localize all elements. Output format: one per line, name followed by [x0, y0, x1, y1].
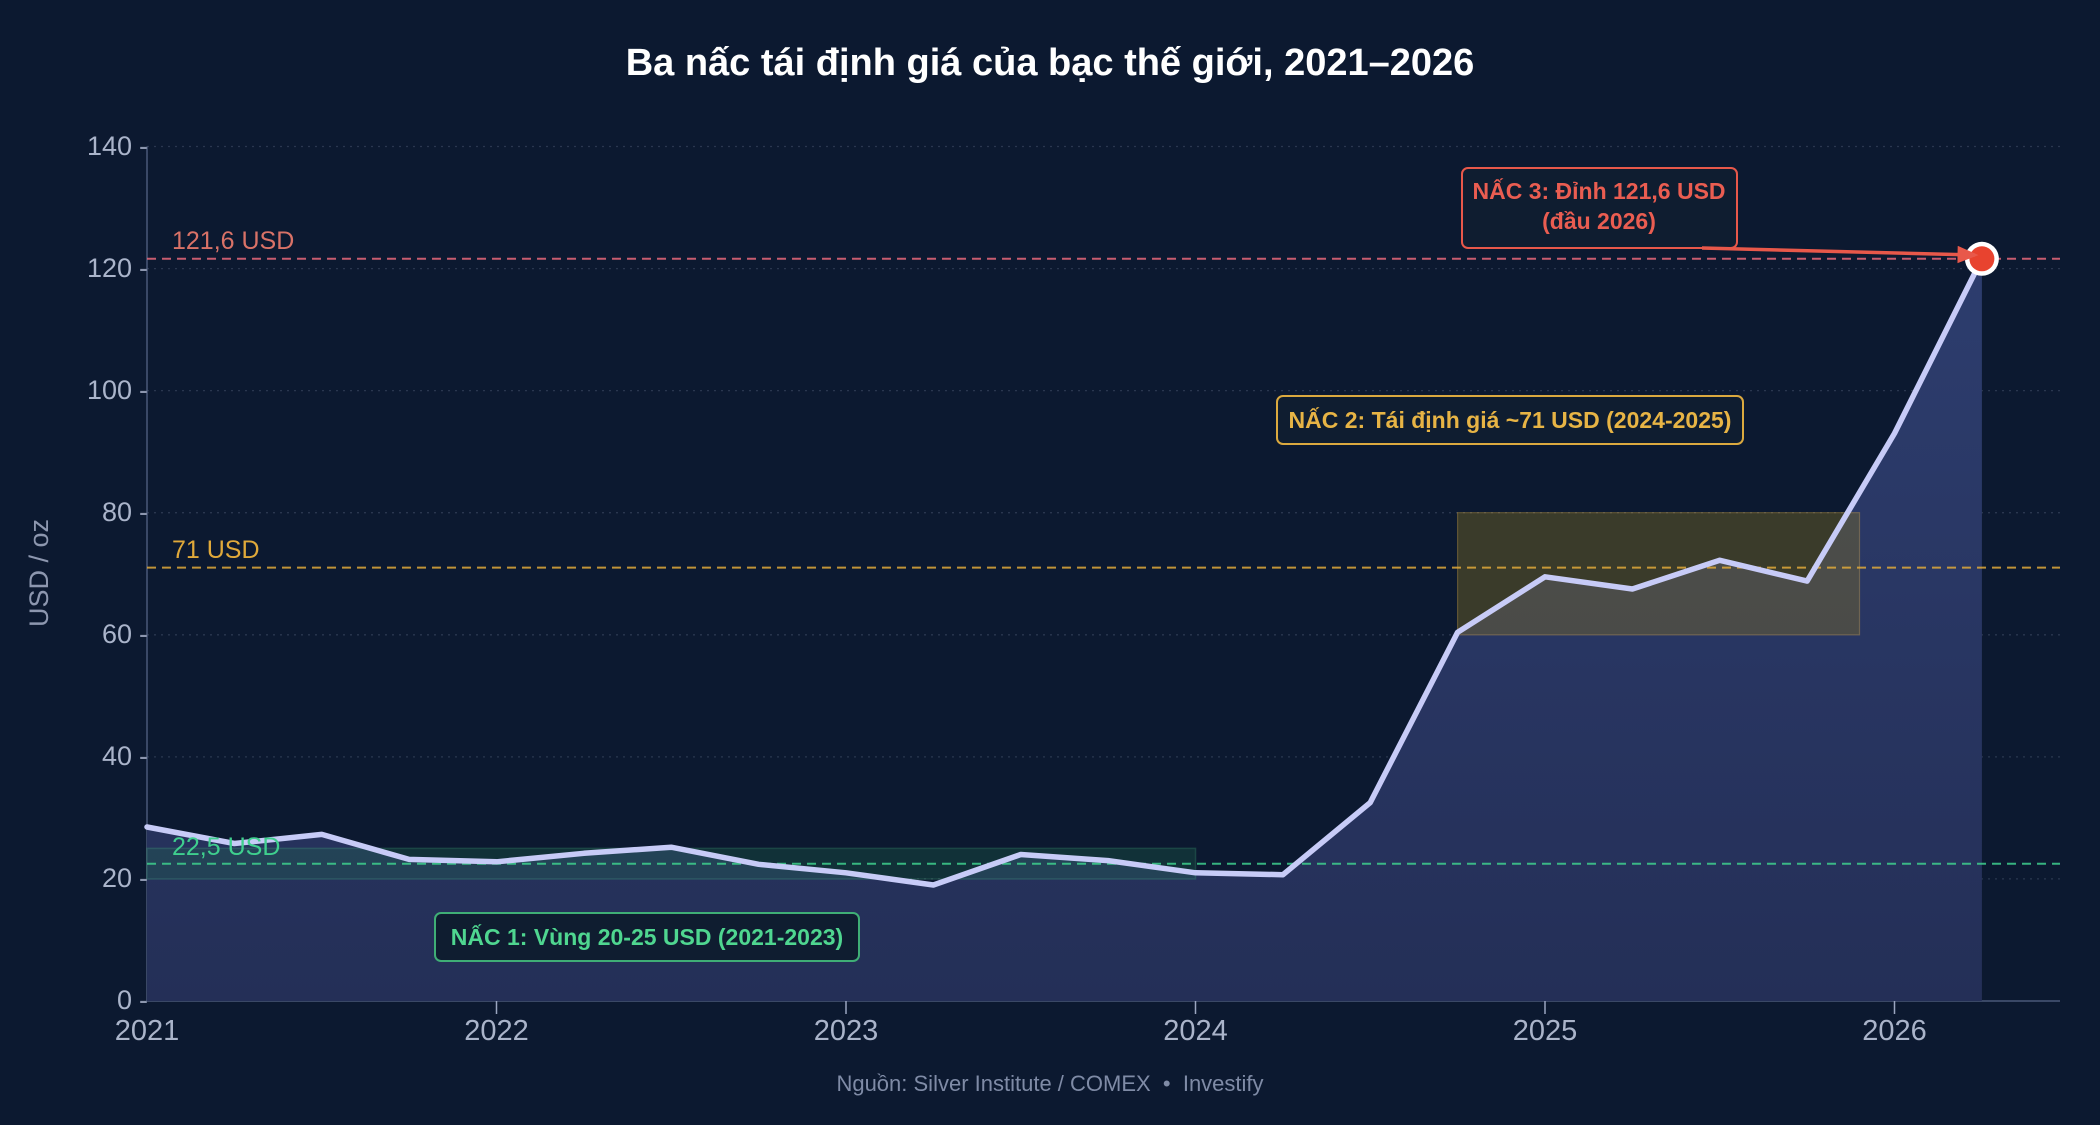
svg-text:140: 140	[87, 131, 132, 161]
svg-text:20: 20	[102, 863, 132, 893]
svg-text:-: -	[139, 497, 148, 527]
svg-text:121,6 USD: 121,6 USD	[172, 227, 294, 255]
svg-text:-: -	[139, 619, 148, 649]
svg-text:60: 60	[102, 619, 132, 649]
svg-text:NẤC 3: Đỉnh 121,6 USD: NẤC 3: Đỉnh 121,6 USD	[1472, 177, 1725, 204]
svg-text:2021: 2021	[115, 1015, 180, 1047]
svg-text:40: 40	[102, 741, 132, 771]
svg-text:NẤC 1: Vùng 20-25 USD (2021-20: NẤC 1: Vùng 20-25 USD (2021-2023)	[451, 923, 843, 950]
svg-text:-: -	[139, 375, 148, 405]
svg-text:2024: 2024	[1163, 1015, 1228, 1047]
svg-text:2022: 2022	[464, 1015, 529, 1047]
svg-text:NẤC 2: Tái định giá ~71 USD (2: NẤC 2: Tái định giá ~71 USD (2024-2025)	[1289, 406, 1732, 433]
svg-text:2026: 2026	[1862, 1015, 1927, 1047]
svg-text:80: 80	[102, 497, 132, 527]
svg-text:-: -	[139, 253, 148, 283]
svg-text:120: 120	[87, 253, 132, 283]
svg-text:2025: 2025	[1513, 1015, 1578, 1047]
svg-text:(đầu 2026): (đầu 2026)	[1542, 208, 1656, 234]
svg-text:0: 0	[117, 985, 132, 1015]
svg-text:USD / oz: USD / oz	[24, 519, 54, 627]
svg-text:-: -	[139, 863, 148, 893]
svg-text:2023: 2023	[814, 1015, 879, 1047]
svg-text:71 USD: 71 USD	[172, 536, 260, 564]
svg-text:22,5 USD: 22,5 USD	[172, 833, 280, 861]
svg-text:-: -	[139, 741, 148, 771]
svg-text:100: 100	[87, 375, 132, 405]
svg-text:-: -	[139, 131, 148, 161]
svg-text:-: -	[139, 985, 148, 1015]
